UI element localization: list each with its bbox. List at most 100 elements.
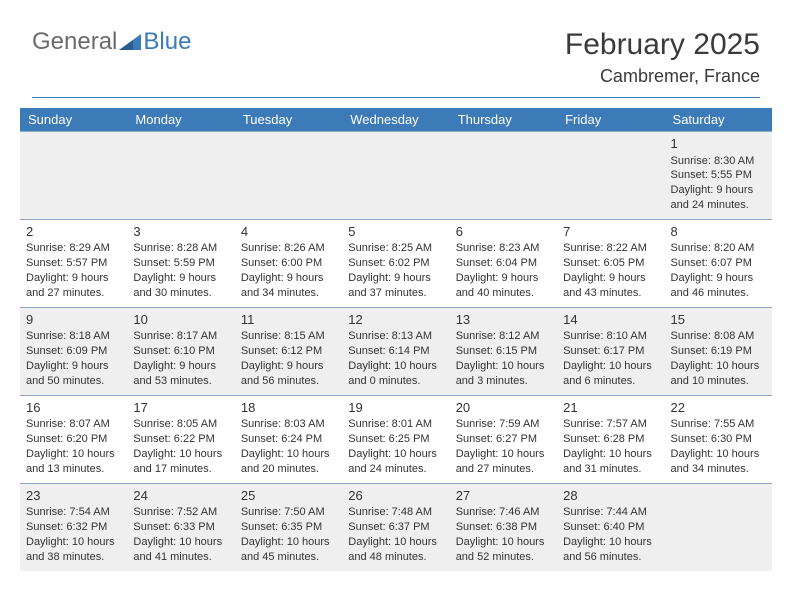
week-row: 16Sunrise: 8:07 AMSunset: 6:20 PMDayligh… [20,395,772,483]
day-cell: 21Sunrise: 7:57 AMSunset: 6:28 PMDayligh… [557,395,664,483]
sunset-line: Sunset: 6:35 PM [241,520,336,535]
daylight-line-1: Daylight: 10 hours [671,359,766,374]
daylight-line-1: Daylight: 10 hours [456,447,551,462]
day-number: 8 [671,223,766,241]
sunrise-line: Sunrise: 8:05 AM [133,417,228,432]
sunset-line: Sunset: 6:32 PM [26,520,121,535]
day-cell [235,132,342,220]
day-cell: 16Sunrise: 8:07 AMSunset: 6:20 PMDayligh… [20,395,127,483]
daylight-line-1: Daylight: 10 hours [456,359,551,374]
daylight-line-2: and 56 minutes. [563,550,658,565]
sunrise-line: Sunrise: 8:28 AM [133,241,228,256]
title-rule [32,97,760,98]
daylight-line-1: Daylight: 10 hours [348,359,443,374]
sunset-line: Sunset: 6:30 PM [671,432,766,447]
sunrise-line: Sunrise: 7:46 AM [456,505,551,520]
daylight-line-1: Daylight: 9 hours [133,271,228,286]
day-cell: 18Sunrise: 8:03 AMSunset: 6:24 PMDayligh… [235,395,342,483]
day-cell: 28Sunrise: 7:44 AMSunset: 6:40 PMDayligh… [557,483,664,570]
day-number: 16 [26,399,121,417]
sunset-line: Sunset: 6:17 PM [563,344,658,359]
sunset-line: Sunset: 6:07 PM [671,256,766,271]
day-number: 12 [348,311,443,329]
daylight-line-1: Daylight: 9 hours [26,359,121,374]
sunrise-line: Sunrise: 8:17 AM [133,329,228,344]
week-row: 23Sunrise: 7:54 AMSunset: 6:32 PM Dayligh… [20,483,772,570]
daylight-line-1: Daylight: 9 hours [133,359,228,374]
sunset-line: Sunset: 6:20 PM [26,432,121,447]
day-cell: 7Sunrise: 8:22 AMSunset: 6:05 PMDaylight… [557,219,664,307]
sunset-line: Sunset: 6:33 PM [133,520,228,535]
daylight-line-1: Daylight: 10 hours [671,447,766,462]
day-number: 7 [563,223,658,241]
daylight-line-1: Daylight: 10 hours [133,447,228,462]
sunrise-line: Sunrise: 7:54 AM [26,505,121,520]
daylight-line-1: Daylight: 9 hours [26,271,121,286]
sunset-line: Sunset: 6:14 PM [348,344,443,359]
sunrise-line: Sunrise: 8:18 AM [26,329,121,344]
sunrise-line: Sunrise: 8:15 AM [241,329,336,344]
day-number: 1 [671,135,766,153]
sunset-line: Sunset: 5:55 PM [671,168,766,183]
title-block: February 2025 Cambremer, France [565,28,760,87]
sunrise-line: Sunrise: 8:12 AM [456,329,551,344]
col-wednesday: Wednesday [342,108,449,132]
sunrise-line: Sunrise: 7:57 AM [563,417,658,432]
day-cell [450,132,557,220]
sunrise-line: Sunrise: 7:55 AM [671,417,766,432]
day-number: 17 [133,399,228,417]
daylight-line-1: Daylight: 10 hours [563,447,658,462]
logo: General Blue [32,28,191,56]
daylight-line-1: Daylight: 10 hours [241,447,336,462]
sunrise-line: Sunrise: 7:50 AM [241,505,336,520]
day-cell: 26Sunrise: 7:48 AMSunset: 6:37 PMDayligh… [342,483,449,570]
sunset-line: Sunset: 6:27 PM [456,432,551,447]
sunset-line: Sunset: 6:15 PM [456,344,551,359]
day-number: 18 [241,399,336,417]
day-cell [557,132,664,220]
day-number: 25 [241,487,336,505]
day-number: 21 [563,399,658,417]
sunrise-line: Sunrise: 7:44 AM [563,505,658,520]
sunset-line: Sunset: 6:10 PM [133,344,228,359]
day-number: 4 [241,223,336,241]
sunrise-line: Sunrise: 8:30 AM [671,154,766,169]
daylight-line-2: and 40 minutes. [456,286,551,301]
daylight-line-2: and 6 minutes. [563,374,658,389]
day-number: 19 [348,399,443,417]
daylight-line-2: and 45 minutes. [241,550,336,565]
daylight-line-2: and 31 minutes. [563,462,658,477]
day-cell: 25Sunrise: 7:50 AMSunset: 6:35 PMDayligh… [235,483,342,570]
sunrise-line: Sunrise: 8:20 AM [671,241,766,256]
day-cell: 27Sunrise: 7:46 AMSunset: 6:38 PMDayligh… [450,483,557,570]
daylight-line-2: and 38 minutes. [26,550,121,565]
sunset-line: Sunset: 6:09 PM [26,344,121,359]
daylight-line-1: Daylight: 9 hours [456,271,551,286]
col-sunday: Sunday [20,108,127,132]
daylight-line-1: Daylight: 9 hours [348,271,443,286]
sunset-line: Sunset: 6:04 PM [456,256,551,271]
day-cell [20,132,127,220]
day-cell [127,132,234,220]
daylight-line-2: and 34 minutes. [241,286,336,301]
col-saturday: Saturday [665,108,772,132]
daylight-line-1: Daylight: 10 hours [456,535,551,550]
day-number: 23 [26,487,121,505]
day-number: 2 [26,223,121,241]
sunset-line: Sunset: 6:22 PM [133,432,228,447]
day-number: 20 [456,399,551,417]
day-cell: 12Sunrise: 8:13 AMSunset: 6:14 PMDayligh… [342,307,449,395]
daylight-line-2: and 10 minutes. [671,374,766,389]
weekday-header-row: Sunday Monday Tuesday Wednesday Thursday… [20,108,772,132]
daylight-line-2: and 50 minutes. [26,374,121,389]
sunset-line: Sunset: 6:40 PM [563,520,658,535]
daylight-line-1: Daylight: 9 hours [241,359,336,374]
day-cell: 2Sunrise: 8:29 AMSunset: 5:57 PMDaylight… [20,219,127,307]
sunset-line: Sunset: 5:59 PM [133,256,228,271]
day-cell: 15Sunrise: 8:08 AMSunset: 6:19 PMDayligh… [665,307,772,395]
daylight-line-1: Daylight: 10 hours [348,535,443,550]
day-number: 22 [671,399,766,417]
day-cell: 19Sunrise: 8:01 AMSunset: 6:25 PMDayligh… [342,395,449,483]
day-cell: 17Sunrise: 8:05 AMSunset: 6:22 PMDayligh… [127,395,234,483]
daylight-line-2: and 46 minutes. [671,286,766,301]
